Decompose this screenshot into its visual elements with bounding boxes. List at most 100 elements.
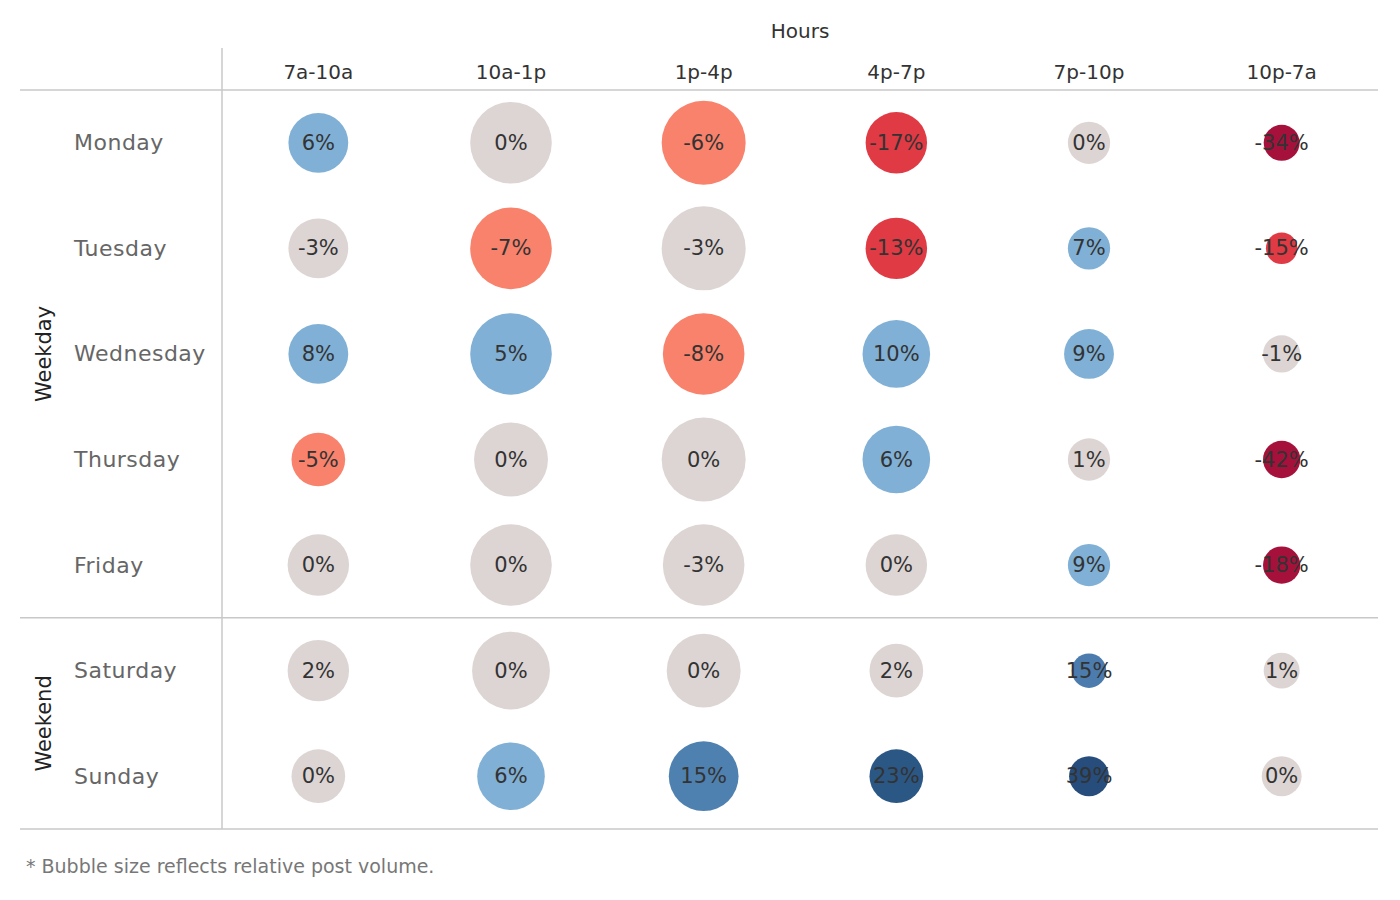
bubble bbox=[288, 218, 348, 278]
data-label: 1% bbox=[1265, 659, 1298, 683]
data-label: 15% bbox=[1066, 659, 1113, 683]
data-label: 6% bbox=[302, 131, 335, 155]
bubble bbox=[866, 534, 927, 595]
data-label: -8% bbox=[683, 342, 724, 366]
row-label: Thursday bbox=[73, 447, 180, 472]
bubble bbox=[288, 113, 348, 173]
data-label: 0% bbox=[494, 448, 527, 472]
bubble bbox=[669, 741, 739, 811]
data-label: 0% bbox=[302, 553, 335, 577]
data-label: 6% bbox=[494, 764, 527, 788]
bubble bbox=[1068, 438, 1110, 480]
data-label: -15% bbox=[1255, 236, 1309, 260]
group-label: Weekday bbox=[32, 306, 56, 402]
bubble bbox=[472, 632, 550, 710]
bubble bbox=[663, 313, 745, 395]
row-label: Saturday bbox=[74, 658, 177, 683]
data-label: 0% bbox=[494, 553, 527, 577]
data-label: 0% bbox=[880, 553, 913, 577]
bubble-labels: 6% 0% -6% -17% 0% -34% -3% -7% -3% -13% 7% -15% 8% 5%… bbox=[298, 131, 1309, 788]
bubble bbox=[662, 418, 746, 502]
row-header-divider bbox=[221, 48, 223, 829]
data-label: 0% bbox=[494, 659, 527, 683]
bubble bbox=[1264, 653, 1300, 689]
group-label: Weekend bbox=[32, 675, 56, 771]
bubble bbox=[869, 644, 923, 698]
data-label: 9% bbox=[1072, 553, 1105, 577]
data-label: 2% bbox=[302, 659, 335, 683]
bubble bbox=[288, 640, 349, 701]
data-label: -13% bbox=[869, 236, 923, 260]
data-label: 1% bbox=[1072, 448, 1105, 472]
data-label: -5% bbox=[298, 448, 339, 472]
bubble bbox=[662, 206, 746, 290]
data-label: 10% bbox=[873, 342, 920, 366]
data-label: 23% bbox=[873, 764, 920, 788]
bubble bbox=[288, 324, 348, 384]
x-title: Hours bbox=[771, 19, 830, 43]
bubble bbox=[866, 218, 927, 279]
column-label: 4p-7p bbox=[867, 60, 925, 84]
chart: Hours 7a-10a 10a-1p 1p-4p 4p-7p 7p-10p 10p-7a W… bbox=[0, 0, 1400, 900]
row-label: Tuesday bbox=[73, 236, 167, 261]
bubble bbox=[863, 320, 931, 388]
row-label: Sunday bbox=[74, 764, 159, 789]
column-label: 7p-10p bbox=[1054, 60, 1125, 84]
bubble bbox=[866, 112, 927, 173]
row-label: Friday bbox=[74, 553, 144, 578]
bubble bbox=[470, 208, 552, 290]
data-label: -3% bbox=[683, 553, 724, 577]
bubble bbox=[869, 749, 923, 803]
bubble bbox=[1068, 122, 1110, 164]
data-label: 0% bbox=[1072, 131, 1105, 155]
data-label: 8% bbox=[302, 342, 335, 366]
bottom-divider bbox=[20, 828, 1378, 830]
bubble bbox=[470, 102, 552, 184]
row-label: Monday bbox=[74, 130, 164, 155]
column-label: 10p-7a bbox=[1246, 60, 1316, 84]
bubble bbox=[477, 742, 545, 810]
data-label: -3% bbox=[298, 236, 339, 260]
data-label: -34% bbox=[1255, 131, 1309, 155]
bubble bbox=[662, 101, 746, 185]
bubble bbox=[291, 433, 345, 487]
group-divider bbox=[20, 617, 1378, 619]
bubbles bbox=[288, 101, 1302, 811]
bubble bbox=[474, 423, 548, 497]
data-label: -18% bbox=[1255, 553, 1309, 577]
data-label: -42% bbox=[1255, 448, 1309, 472]
bubble bbox=[288, 534, 349, 595]
bubble bbox=[663, 524, 745, 606]
data-label: 0% bbox=[687, 448, 720, 472]
data-label: 6% bbox=[880, 448, 913, 472]
row-label: Wednesday bbox=[74, 341, 206, 366]
bubble bbox=[1068, 227, 1110, 269]
data-label: 0% bbox=[687, 659, 720, 683]
data-label: 2% bbox=[880, 659, 913, 683]
data-label: -6% bbox=[683, 131, 724, 155]
data-label: -3% bbox=[683, 236, 724, 260]
data-label: 0% bbox=[494, 131, 527, 155]
bubble bbox=[1068, 544, 1110, 586]
data-label: 0% bbox=[302, 764, 335, 788]
data-label: 7% bbox=[1072, 236, 1105, 260]
data-label: -7% bbox=[491, 236, 532, 260]
data-label: -1% bbox=[1261, 342, 1302, 366]
bubble bbox=[667, 634, 741, 708]
footnote: * Bubble size reflects relative post vol… bbox=[26, 855, 434, 877]
column-label: 10a-1p bbox=[476, 60, 546, 84]
data-label: 39% bbox=[1066, 764, 1113, 788]
data-label: 5% bbox=[494, 342, 527, 366]
header-divider bbox=[20, 89, 1378, 91]
data-label: 9% bbox=[1072, 342, 1105, 366]
bubble bbox=[291, 749, 345, 803]
bubble bbox=[1064, 329, 1114, 379]
data-label: 15% bbox=[680, 764, 727, 788]
data-label: -17% bbox=[869, 131, 923, 155]
bubble bbox=[470, 524, 552, 606]
column-label: 7a-10a bbox=[283, 60, 353, 84]
bubble bbox=[863, 426, 931, 494]
column-label: 1p-4p bbox=[675, 60, 733, 84]
bubble bbox=[1262, 756, 1302, 796]
bubble bbox=[470, 313, 552, 395]
